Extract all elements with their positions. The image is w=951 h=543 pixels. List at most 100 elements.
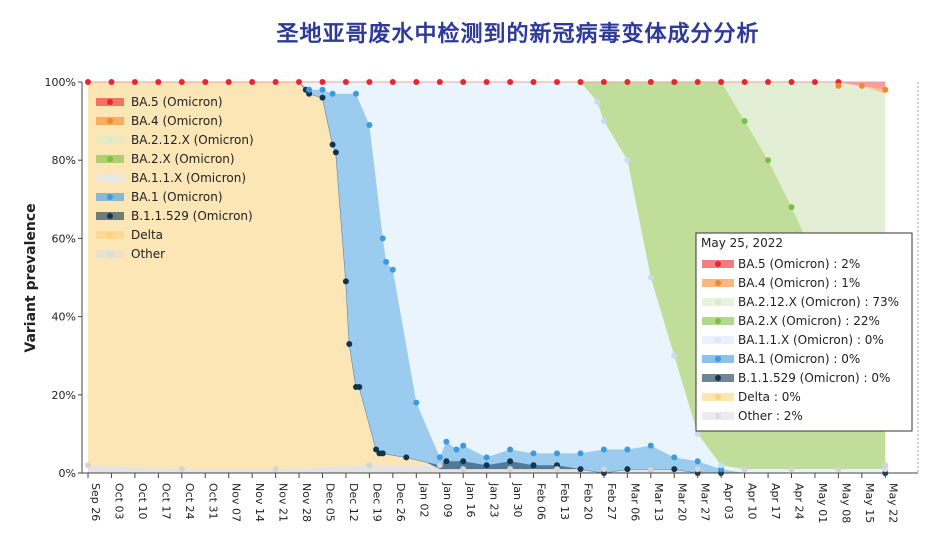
point-ba2x	[788, 204, 795, 211]
point-ba5	[460, 79, 467, 85]
point-ba5	[202, 79, 209, 85]
point-ba1	[306, 86, 313, 93]
point-ba1	[507, 446, 514, 453]
hover-tooltip: May 25, 2022 BA.5 (Omicron) : 2% BA.4 (Om…	[695, 232, 913, 432]
point-b11529	[577, 466, 584, 473]
point-ba1	[483, 454, 490, 461]
point-ba5	[624, 79, 631, 85]
point-other	[882, 462, 889, 469]
y-axis-ticks: 0% 20% 40% 60% 80% 100%	[45, 76, 82, 480]
point-ba5	[319, 79, 326, 85]
point-other	[85, 462, 91, 469]
point-ba1x	[600, 118, 607, 125]
x-tick-label: Feb 27	[605, 483, 618, 520]
legend-marker	[107, 232, 113, 238]
x-tick-label: Apr 24	[793, 483, 806, 520]
point-ba5	[647, 79, 654, 85]
x-tick-label: Dec 12	[347, 483, 360, 522]
point-b11529	[379, 450, 386, 457]
y-tick-label: 100%	[45, 76, 76, 89]
x-tick-label: Mar 06	[628, 483, 641, 521]
point-ba1	[319, 86, 326, 93]
legend-marker	[107, 213, 113, 219]
tooltip-row: BA.4 (Omicron) : 1%	[738, 276, 860, 290]
point-ba4	[882, 86, 889, 93]
x-tick-label: Mar 13	[652, 483, 665, 521]
legend-marker	[107, 194, 113, 200]
point-ba1	[379, 235, 386, 242]
legend: BA.5 (Omicron) BA.4 (Omicron) BA.2.12.X (O…	[96, 95, 254, 261]
point-ba1x	[594, 98, 601, 105]
point-b11529	[483, 462, 490, 469]
area-ba212x	[88, 82, 886, 380]
x-tick-label: Apr 17	[769, 483, 782, 520]
tooltip-row: BA.1.1.X (Omicron) : 0%	[738, 333, 884, 347]
point-b11529	[329, 141, 336, 148]
x-tick-label: May 15	[863, 483, 876, 523]
point-other	[554, 466, 560, 473]
point-ba5	[85, 79, 91, 85]
point-ba5	[530, 79, 537, 85]
legend-marker	[107, 156, 113, 162]
x-tick-label: Jan 23	[488, 482, 501, 517]
x-tick-label: Dec 26	[394, 483, 407, 522]
x-axis-ticks: Sep 26 Oct 03 Oct 10 Oct 17 Oct 24 Oct 31 Nov …	[87, 473, 899, 523]
point-ba1	[383, 258, 390, 265]
point-ba5	[718, 79, 725, 85]
point-ba1	[353, 90, 359, 97]
point-ba1x	[671, 352, 678, 359]
x-tick-label: Mar 27	[699, 483, 712, 521]
x-tick-label: Dec 19	[370, 483, 383, 522]
tooltip-row: BA.2.12.X (Omicron) : 73%	[738, 295, 899, 309]
legend-label: BA.5 (Omicron)	[131, 95, 223, 109]
point-ba5	[554, 79, 560, 85]
legend-marker	[107, 118, 113, 124]
legend-label: Delta	[131, 228, 163, 242]
legend-label: Other	[131, 247, 165, 261]
point-ba5	[577, 79, 584, 85]
point-ba5	[249, 79, 256, 85]
point-other	[788, 466, 795, 473]
tooltip-marker	[715, 318, 721, 324]
point-other	[647, 466, 654, 473]
point-other	[507, 466, 514, 473]
point-other	[600, 466, 607, 473]
point-ba5	[788, 79, 795, 85]
x-tick-label: Nov 14	[253, 483, 266, 522]
x-tick-label: May 01	[816, 483, 829, 523]
y-tick-label: 60%	[52, 232, 76, 245]
tooltip-row: B.1.1.529 (Omicron) : 0%	[738, 371, 890, 385]
point-other	[694, 466, 701, 473]
point-ba1	[694, 458, 701, 465]
point-ba1	[389, 266, 396, 273]
point-ba5	[178, 79, 185, 85]
y-tick-label: 20%	[52, 389, 76, 402]
area-ba2x	[88, 82, 886, 470]
point-other	[741, 466, 748, 473]
point-ba5	[155, 79, 162, 85]
x-tick-label: Nov 28	[300, 483, 313, 522]
point-ba1	[671, 454, 678, 461]
point-b11529	[671, 466, 678, 473]
point-ba2x	[765, 157, 771, 164]
area-ba1x	[88, 82, 886, 473]
tooltip-date: May 25, 2022	[701, 236, 783, 250]
point-ba1	[600, 446, 607, 453]
point-other	[460, 466, 467, 473]
point-b11529	[356, 384, 363, 390]
point-ba5	[600, 79, 607, 85]
point-other	[366, 462, 373, 469]
legend-marker	[107, 175, 113, 181]
legend-marker	[107, 99, 113, 105]
x-tick-label: Dec 05	[324, 483, 337, 522]
x-tick-label: Feb 06	[535, 483, 548, 520]
point-ba1	[530, 450, 537, 457]
point-ba5	[342, 79, 349, 85]
x-tick-label: Nov 21	[277, 483, 290, 522]
tooltip-row: BA.5 (Omicron) : 2%	[738, 257, 860, 271]
point-ba5	[741, 79, 748, 85]
x-tick-label: Oct 17	[159, 483, 172, 520]
chart-title: 圣地亚哥废水中检测到的新冠病毒变体成分分析	[276, 21, 759, 47]
point-b11529	[530, 462, 537, 469]
x-tick-label: Jan 30	[511, 482, 524, 517]
